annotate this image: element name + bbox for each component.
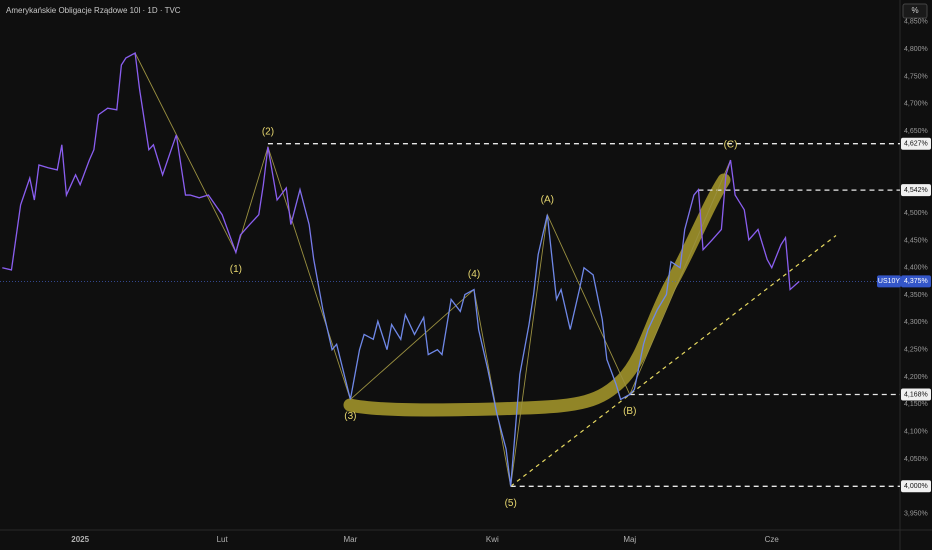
level-label: 4,000% [904,483,928,490]
x-tick-label: Maj [623,535,636,544]
y-tick-label: 4,300% [904,319,928,326]
y-tick-label: 4,750% [904,73,928,80]
y-tick-label: 4,150% [904,401,928,408]
level-tag [901,137,931,150]
y-tick-label: 4,500% [904,210,928,217]
highlight-curve [343,173,731,417]
x-tick-label: Mar [343,535,357,544]
price-series [2,51,800,487]
y-tick-label: 4,050% [904,456,928,463]
price-label: 4,375% [904,278,928,285]
symbol-tag [877,275,901,288]
level-label: 4,627% [904,141,928,148]
level-label: 4,168% [904,391,928,398]
price-tag [901,275,931,288]
x-tick-label: Cze [765,535,780,544]
wave-label: (1) [230,264,242,275]
y-tick-label: 4,200% [904,374,928,381]
chart-title: Amerykańskie Obligacje Rządowe 10l · 1D … [6,6,181,15]
y-tick-label: 4,700% [904,101,928,108]
y-tick-label: 4,350% [904,292,928,299]
wave-label: (5) [505,498,517,509]
wave-label: (A) [541,194,554,205]
symbol-label: US10Y [878,278,901,285]
x-tick-label: 2025 [71,535,89,544]
y-tick-label: 3,950% [904,510,928,517]
y-tick-label: 4,400% [904,265,928,272]
y-tick-label: 4,650% [904,128,928,135]
y-tick-label: 4,450% [904,237,928,244]
x-tick-label: Kwi [486,535,499,544]
y-tick-label: 4,800% [904,46,928,53]
level-tag [901,184,931,197]
unit-label: % [911,6,918,15]
wave-label: (C) [724,140,738,151]
level-label: 4,542% [904,187,928,194]
y-tick-label: 4,250% [904,347,928,354]
unit-button[interactable] [902,3,928,19]
y-tick-label: 4,100% [904,428,928,435]
level-tag [901,388,931,401]
y-tick-label: 4,850% [904,19,928,26]
x-tick-label: Lut [217,535,229,544]
level-tag [901,480,931,493]
wave-label: (B) [623,406,636,417]
wave-label: (4) [468,269,480,280]
wave-label: (3) [344,411,356,422]
wave-label: (2) [262,127,274,138]
